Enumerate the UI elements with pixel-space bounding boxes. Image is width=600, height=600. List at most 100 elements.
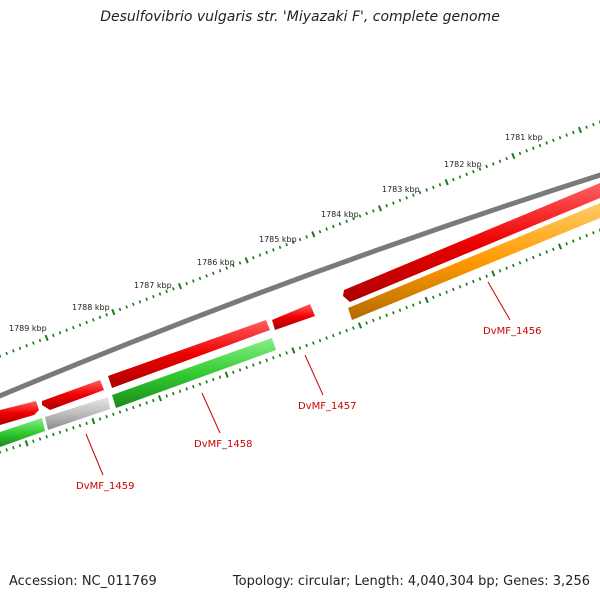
forward-gene-arrow[interactable] bbox=[0, 401, 39, 425]
forward-gene-arrow[interactable] bbox=[42, 380, 104, 410]
ruler-minor-tick bbox=[445, 290, 448, 294]
ruler-minor-tick bbox=[365, 211, 368, 216]
ruler-minor-tick bbox=[432, 185, 435, 190]
ruler-minor-tick bbox=[78, 323, 82, 327]
genome-backbone bbox=[0, 172, 600, 399]
ruler-minor-tick bbox=[138, 403, 142, 407]
ruler-minor-tick bbox=[412, 193, 415, 197]
ruler-minor-tick bbox=[418, 300, 422, 305]
ruler-major-tick bbox=[24, 440, 29, 447]
ruler-minor-tick bbox=[385, 204, 388, 208]
ruler-minor-tick bbox=[198, 382, 202, 386]
ruler-minor-tick bbox=[258, 253, 262, 257]
ruler-labels: 1781 kbp 1782 kbp 1783 kbp 1784 kbp 1785… bbox=[9, 133, 543, 333]
ruler-minor-tick bbox=[578, 236, 582, 241]
ruler-minor-tick bbox=[252, 363, 255, 367]
ruler-major-tick bbox=[377, 205, 383, 212]
ruler-minor-tick bbox=[0, 354, 2, 358]
ruler-minor-tick bbox=[485, 164, 488, 169]
ruler-minor-tick bbox=[458, 175, 462, 179]
callout-line bbox=[487, 281, 511, 321]
ruler-minor-tick bbox=[212, 377, 215, 382]
reverse-gene-arrow[interactable] bbox=[112, 338, 276, 408]
ruler-minor-tick bbox=[172, 391, 175, 396]
ruler-minor-tick bbox=[305, 343, 308, 348]
ruler-minor-tick bbox=[98, 315, 102, 319]
ruler-minor-tick bbox=[285, 351, 288, 355]
ruler-minor-tick bbox=[45, 435, 48, 439]
backbone-group bbox=[0, 172, 600, 399]
ruler-label: 1786 kbp bbox=[197, 258, 235, 267]
ruler-minor-tick bbox=[112, 412, 115, 417]
ruler-label: 1785 kbp bbox=[259, 235, 297, 244]
ruler-label: 1784 kbp bbox=[321, 210, 359, 219]
ruler-minor-tick bbox=[78, 423, 82, 428]
ruler-minor-tick bbox=[58, 331, 62, 335]
ruler-minor-tick bbox=[418, 190, 422, 195]
ruler-label: 1781 kbp bbox=[505, 133, 543, 142]
ruler-minor-tick bbox=[552, 247, 555, 251]
ruler-minor-tick bbox=[38, 338, 42, 343]
ruler-minor-tick bbox=[218, 269, 222, 273]
ruler-minor-tick bbox=[305, 235, 308, 239]
ruler-minor-tick bbox=[298, 346, 302, 350]
callout-line bbox=[85, 433, 104, 476]
ruler-minor-tick bbox=[18, 443, 22, 448]
ruler-minor-tick bbox=[525, 149, 528, 153]
ruler-major-tick bbox=[444, 179, 449, 186]
gene-label-1456: DvMF_1456 bbox=[483, 326, 541, 337]
ruler-minor-tick bbox=[85, 320, 88, 325]
ruler-minor-tick bbox=[192, 384, 195, 389]
ruler-minor-tick bbox=[465, 172, 468, 176]
ruler-minor-tick bbox=[12, 349, 15, 353]
ruler-minor-tick bbox=[312, 341, 315, 345]
ruler-minor-tick bbox=[372, 209, 375, 213]
ruler-minor-tick bbox=[18, 346, 22, 350]
ruler-minor-tick bbox=[38, 437, 42, 441]
ruler-minor-tick bbox=[278, 353, 282, 358]
ruler-minor-tick bbox=[592, 231, 595, 235]
ruler-minor-tick bbox=[278, 245, 282, 249]
ruler-minor-tick bbox=[318, 230, 322, 234]
ruler-minor-tick bbox=[525, 258, 528, 262]
reverse-gene-arrow[interactable] bbox=[348, 203, 600, 320]
ruler-major-tick bbox=[158, 395, 162, 402]
ruler-minor-tick bbox=[532, 255, 535, 260]
map-title: Desulfovibrio vulgaris str. 'Miyazaki F'… bbox=[100, 9, 500, 25]
ruler-minor-tick bbox=[145, 297, 148, 301]
forward-gene-arrow[interactable] bbox=[108, 320, 270, 388]
ruler-minor-tick bbox=[465, 282, 468, 286]
gene-label-1458: DvMF_1458 bbox=[194, 439, 252, 450]
ruler-label: 1787 kbp bbox=[134, 281, 172, 290]
ruler-minor-tick bbox=[345, 328, 348, 333]
ruler-major-tick bbox=[111, 308, 116, 316]
reverse-gene-arrow[interactable] bbox=[0, 418, 45, 447]
reverse-strand-genes bbox=[0, 203, 600, 447]
ruler-minor-tick bbox=[498, 269, 502, 273]
ruler-minor-tick bbox=[505, 157, 508, 161]
ruler-minor-tick bbox=[292, 240, 295, 244]
ruler-minor-tick bbox=[565, 133, 568, 137]
ruler-minor-tick bbox=[452, 177, 455, 182]
ruler-minor-tick bbox=[438, 293, 442, 297]
ruler-major-tick bbox=[177, 283, 183, 290]
ruler-minor-tick bbox=[132, 302, 135, 306]
ruler-minor-tick bbox=[165, 289, 168, 294]
ruler-minor-tick bbox=[0, 450, 2, 454]
ruler-minor-tick bbox=[192, 279, 195, 283]
forward-gene-arrow[interactable] bbox=[272, 304, 315, 330]
callout-line bbox=[201, 392, 221, 434]
ruler-minor-tick bbox=[352, 217, 355, 221]
ruler-minor-tick bbox=[425, 188, 428, 192]
ruler-minor-tick bbox=[5, 448, 8, 452]
ruler-minor-tick bbox=[478, 167, 482, 171]
ruler-minor-tick bbox=[345, 219, 348, 223]
reverse-gene-arrow[interactable] bbox=[45, 397, 110, 430]
ruler-major-tick bbox=[91, 417, 96, 425]
ruler-label: 1782 kbp bbox=[444, 160, 482, 169]
forward-gene-arrow[interactable] bbox=[343, 183, 600, 302]
ruler-minor-tick bbox=[405, 305, 408, 310]
ruler-minor-tick bbox=[118, 410, 122, 414]
ruler-minor-tick bbox=[85, 421, 88, 426]
